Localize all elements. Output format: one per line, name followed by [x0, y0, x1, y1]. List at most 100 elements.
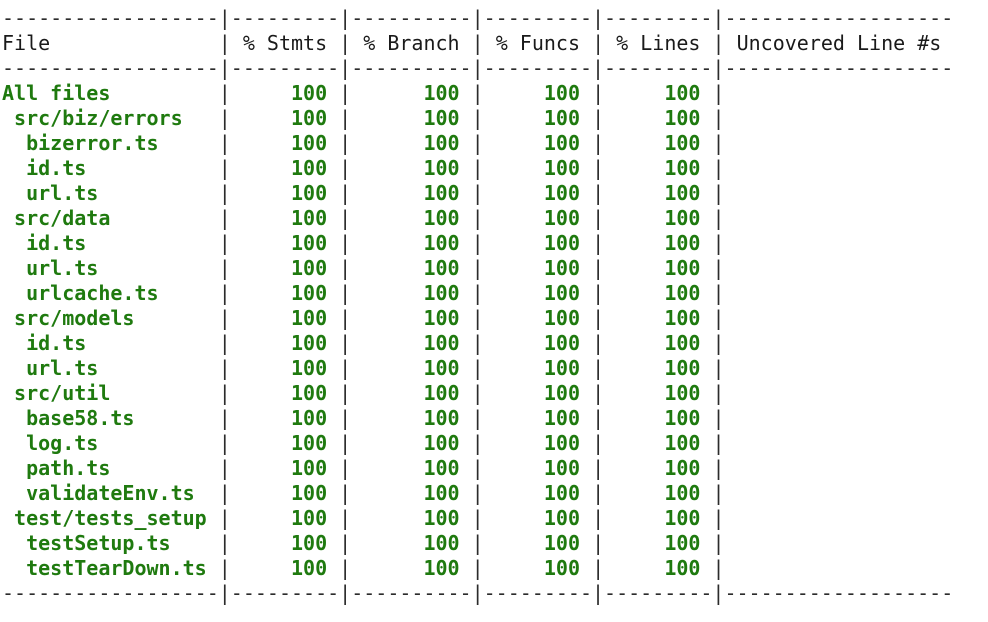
file-name: validateEnv.ts	[2, 481, 219, 505]
table-row: id.ts | 100 | 100 | 100 | 100 |	[2, 231, 953, 256]
uncovered-lines	[725, 381, 954, 405]
uncovered-lines	[725, 281, 954, 305]
column-divider: |	[339, 431, 352, 455]
table-border-top: ------------------|---------|----------|…	[2, 6, 954, 30]
column-divider: |	[339, 406, 352, 430]
coverage-funcs: 100	[483, 556, 593, 580]
column-divider: |	[339, 131, 352, 155]
column-divider: |	[471, 506, 484, 530]
column-divider: |	[339, 206, 352, 230]
file-name: All files	[2, 81, 219, 105]
column-divider: |	[218, 131, 231, 155]
uncovered-lines	[725, 206, 954, 230]
column-header: % Funcs	[483, 31, 593, 55]
column-divider: |	[339, 231, 352, 255]
coverage-branch: 100	[351, 206, 472, 230]
coverage-branch: 100	[351, 531, 472, 555]
coverage-stmts: 100	[230, 556, 340, 580]
uncovered-lines	[725, 181, 954, 205]
coverage-funcs: 100	[483, 156, 593, 180]
table-row: All files | 100 | 100 | 100 | 100 |	[2, 81, 953, 106]
uncovered-lines	[725, 556, 954, 580]
coverage-stmts: 100	[230, 531, 340, 555]
column-divider: |	[471, 281, 484, 305]
column-divider: |	[471, 306, 484, 330]
column-divider: |	[712, 281, 725, 305]
coverage-lines: 100	[604, 381, 713, 405]
column-divider: |	[592, 556, 605, 580]
column-divider: |	[471, 331, 484, 355]
uncovered-lines	[725, 131, 954, 155]
table-row: bizerror.ts | 100 | 100 | 100 | 100 |	[2, 131, 953, 156]
column-divider: |	[218, 456, 231, 480]
coverage-stmts: 100	[230, 331, 340, 355]
coverage-stmts: 100	[230, 131, 340, 155]
coverage-stmts: 100	[230, 256, 340, 280]
file-name: testTearDown.ts	[2, 556, 219, 580]
uncovered-lines	[725, 331, 954, 355]
column-divider: |	[712, 306, 725, 330]
table-row: log.ts | 100 | 100 | 100 | 100 |	[2, 431, 953, 456]
table-row: id.ts | 100 | 100 | 100 | 100 |	[2, 331, 953, 356]
coverage-funcs: 100	[483, 506, 593, 530]
coverage-branch: 100	[351, 456, 472, 480]
column-divider: |	[218, 156, 231, 180]
column-divider: |	[339, 306, 352, 330]
column-divider: |	[592, 356, 605, 380]
column-divider: |	[712, 381, 725, 405]
column-divider: |	[218, 356, 231, 380]
column-divider: |	[592, 506, 605, 530]
column-header: % Branch	[351, 31, 472, 55]
uncovered-lines	[725, 156, 954, 180]
column-divider: |	[712, 256, 725, 280]
coverage-branch: 100	[351, 231, 472, 255]
column-divider: |	[471, 356, 484, 380]
column-divider: |	[218, 331, 231, 355]
column-divider: |	[339, 356, 352, 380]
column-divider: |	[712, 506, 725, 530]
column-divider: |	[339, 381, 352, 405]
coverage-lines: 100	[604, 406, 713, 430]
column-divider: |	[218, 556, 231, 580]
table-row: id.ts | 100 | 100 | 100 | 100 |	[2, 156, 953, 181]
table-header: File | % Stmts | % Branch | % Funcs | % …	[2, 31, 953, 56]
table-row: base58.ts | 100 | 100 | 100 | 100 |	[2, 406, 953, 431]
column-divider: |	[471, 206, 484, 230]
column-divider: |	[592, 306, 605, 330]
column-divider: |	[592, 406, 605, 430]
column-divider: |	[592, 181, 605, 205]
table-row: path.ts | 100 | 100 | 100 | 100 |	[2, 456, 953, 481]
column-divider: |	[218, 231, 231, 255]
column-divider: |	[712, 181, 725, 205]
column-divider: |	[471, 131, 484, 155]
coverage-branch: 100	[351, 556, 472, 580]
column-divider: |	[592, 481, 605, 505]
coverage-lines: 100	[604, 231, 713, 255]
coverage-stmts: 100	[230, 431, 340, 455]
coverage-lines: 100	[604, 106, 713, 130]
file-name: log.ts	[2, 431, 219, 455]
column-divider: |	[218, 306, 231, 330]
column-divider: |	[471, 431, 484, 455]
uncovered-lines	[725, 256, 954, 280]
column-divider: |	[218, 531, 231, 555]
coverage-lines: 100	[604, 81, 713, 105]
coverage-branch: 100	[351, 331, 472, 355]
table-row: url.ts | 100 | 100 | 100 | 100 |	[2, 356, 953, 381]
coverage-lines: 100	[604, 556, 713, 580]
coverage-stmts: 100	[230, 406, 340, 430]
column-divider: |	[339, 331, 352, 355]
column-divider: |	[712, 556, 725, 580]
coverage-funcs: 100	[483, 531, 593, 555]
file-name: bizerror.ts	[2, 131, 219, 155]
uncovered-lines	[725, 306, 954, 330]
coverage-funcs: 100	[483, 231, 593, 255]
table-border-bottom: ------------------|---------|----------|…	[2, 581, 954, 605]
column-divider: |	[471, 81, 484, 105]
coverage-branch: 100	[351, 281, 472, 305]
file-name: src/models	[2, 306, 219, 330]
column-divider: |	[471, 231, 484, 255]
coverage-funcs: 100	[483, 281, 593, 305]
column-divider: |	[592, 256, 605, 280]
column-divider: |	[712, 406, 725, 430]
